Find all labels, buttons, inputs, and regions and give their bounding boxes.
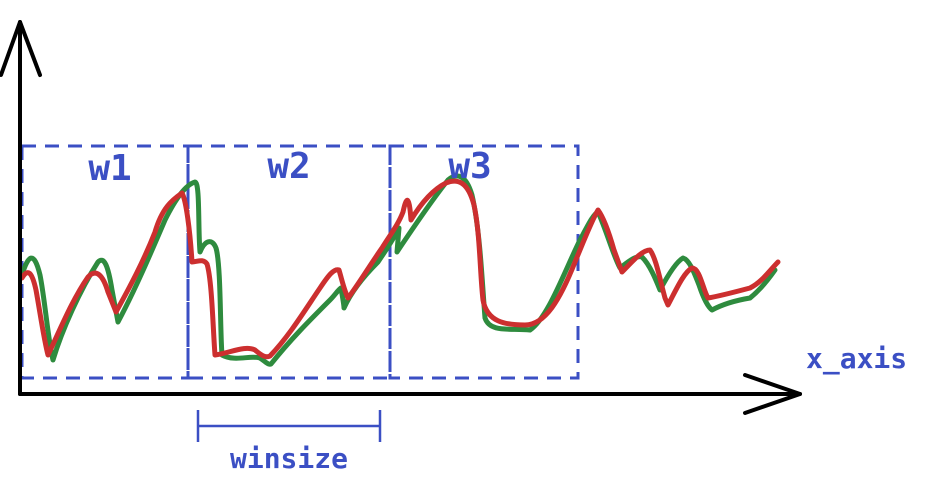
winsize-bracket xyxy=(196,410,382,442)
window-label-w3: w3 xyxy=(448,146,491,187)
window-label-w1: w1 xyxy=(88,148,131,189)
series-green-line xyxy=(19,173,778,367)
x-axis-arrowhead xyxy=(743,373,802,415)
axes xyxy=(0,20,802,415)
y-axis-arrowhead xyxy=(0,20,42,77)
series-red-line xyxy=(19,178,781,360)
winsize-label: winsize xyxy=(230,442,348,475)
window-label-w2: w2 xyxy=(267,146,310,187)
x-axis-label: x_axis xyxy=(806,342,907,375)
window-box-w3 xyxy=(388,144,580,380)
window-box-w2 xyxy=(186,144,392,380)
